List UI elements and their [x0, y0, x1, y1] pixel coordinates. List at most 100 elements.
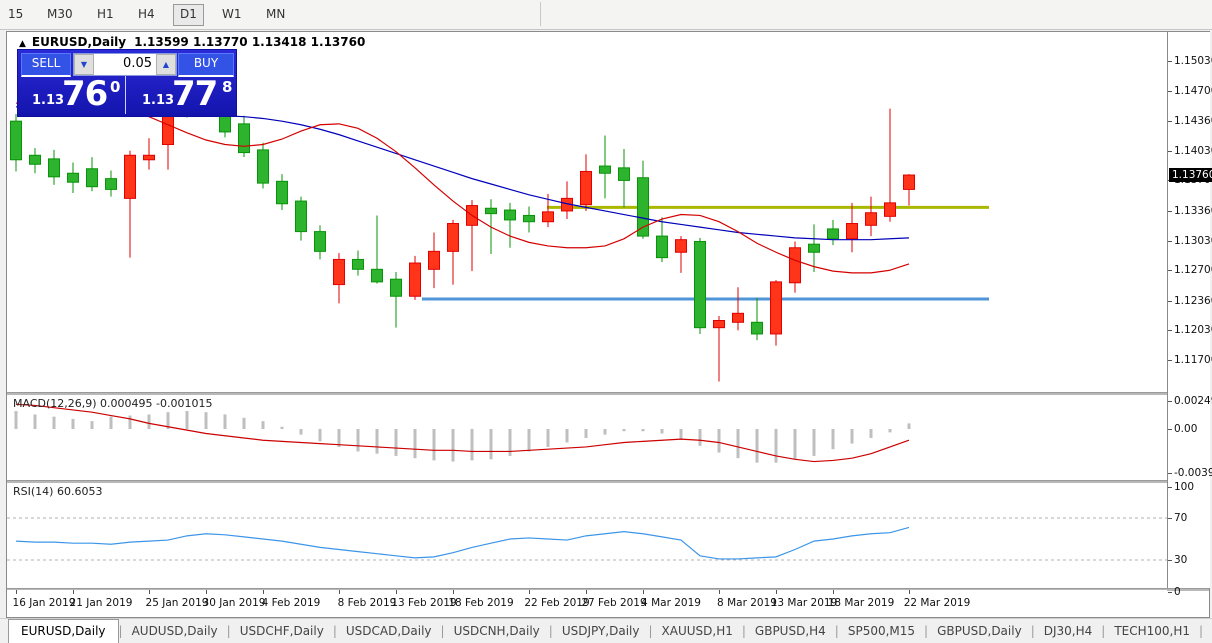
time-axis-tick	[586, 590, 587, 594]
candle-body	[447, 223, 459, 252]
volume-spinner: ▼ 0.05 ▲	[73, 53, 177, 76]
time-axis-tick	[833, 590, 834, 594]
price-axis-label: 1.14030	[1174, 145, 1212, 157]
timeframe-w1[interactable]: W1	[222, 7, 242, 21]
tab-separator: |	[548, 624, 553, 638]
timeframe-d1[interactable]: D1	[173, 4, 204, 26]
timeframe-toolbar: 15 M30 H1 H4 D1 W1 MN	[0, 0, 1212, 30]
sell-button[interactable]: SELL	[21, 53, 71, 77]
sell-price-digits: 76	[62, 74, 108, 114]
macd-pane[interactable]: MACD(12,26,9) 0.000495 -0.001015	[7, 394, 1167, 480]
candle-body	[257, 149, 269, 184]
time-axis-label: 13 Feb 2019	[391, 597, 457, 609]
candle-body	[276, 180, 288, 205]
price-axis-label: 1.12030	[1174, 324, 1212, 336]
tab-separator: |	[741, 624, 746, 638]
candle-body	[884, 202, 896, 217]
timeframe-h1[interactable]: H1	[97, 7, 114, 21]
buy-button[interactable]: BUY	[178, 53, 234, 77]
tab-separator: |	[834, 624, 839, 638]
candle-body	[352, 258, 364, 270]
time-axis-tick	[73, 590, 74, 594]
sell-price-prefix: 1.13	[32, 93, 65, 108]
candle-body	[770, 281, 782, 335]
candle-body	[694, 240, 706, 329]
candle-body	[29, 154, 41, 165]
pane-separator[interactable]	[7, 392, 1209, 395]
timeframe-m30[interactable]: M30	[47, 7, 73, 21]
chart-title: ▲ EURUSD,Daily 1.13599 1.13770 1.13418 1.1…	[19, 35, 365, 49]
price-axis[interactable]: 1.150301.147001.143601.140301.137001.133…	[1167, 32, 1212, 598]
timeframe-15[interactable]: 15	[8, 7, 24, 21]
rsi-label: RSI(14) 60.6053	[13, 485, 103, 498]
tab-eurusd-daily[interactable]: EURUSD,Daily	[8, 619, 119, 643]
ohlc-high: 1.13770	[192, 35, 248, 49]
candle-body	[675, 239, 687, 253]
panel-collapse-icon[interactable]: ▲	[19, 39, 26, 49]
price-pane[interactable]: ▲ EURUSD,Daily 1.13599 1.13770 1.13418 1.1…	[7, 32, 1167, 392]
sell-price[interactable]: 1.13 76 0	[18, 74, 126, 114]
candle-body	[656, 235, 668, 259]
axis-tick	[1168, 61, 1172, 62]
volume-decrease-icon[interactable]: ▼	[74, 54, 94, 75]
timeframe-h4[interactable]: H4	[138, 7, 155, 21]
candle-body	[580, 170, 592, 206]
tab-tech100-h1[interactable]: TECH100,H1	[1114, 624, 1191, 638]
buy-price-digits: 77	[172, 74, 218, 114]
tab-usdcad-daily[interactable]: USDCAD,Daily	[345, 624, 432, 638]
tab-separator: |	[924, 624, 929, 638]
axis-tick	[1168, 560, 1172, 561]
macd-label: MACD(12,26,9) 0.000495 -0.001015	[13, 397, 213, 410]
tab-gbpusd-daily[interactable]: GBPUSD,Daily	[937, 624, 1022, 638]
tab-u[interactable]: U	[1203, 621, 1212, 641]
candle-body	[409, 262, 421, 297]
rsi-axis-label: 0	[1174, 586, 1181, 598]
tab-usdcnh-daily[interactable]: USDCNH,Daily	[453, 624, 540, 638]
rsi-value: 60.6053	[56, 485, 103, 498]
tab-gbpusd-h4[interactable]: GBPUSD,H4	[754, 624, 826, 638]
time-axis-label: 4 Mar 2019	[641, 597, 701, 609]
tab-dj30-h4[interactable]: DJ30,H4	[1043, 624, 1093, 638]
tab-audusd-daily[interactable]: AUDUSD,Daily	[131, 624, 218, 638]
rsi-chart	[7, 517, 1167, 561]
tab-usdjpy-daily[interactable]: USDJPY,Daily	[561, 624, 640, 638]
current-price-tag: 1.13760	[1169, 168, 1212, 182]
tab-separator: |	[332, 624, 337, 638]
axis-tick	[1168, 270, 1172, 271]
buy-price[interactable]: 1.13 77 8	[126, 74, 236, 114]
rsi-pane[interactable]: RSI(14) 60.6053	[7, 482, 1167, 588]
candle-body	[485, 207, 497, 215]
tab-usdchf-daily[interactable]: USDCHF,Daily	[239, 624, 324, 638]
time-axis-label: 8 Feb 2019	[337, 597, 397, 609]
candle-body	[428, 250, 440, 270]
tab-separator: |	[1101, 624, 1106, 638]
time-axis-tick	[339, 590, 340, 594]
tab-sp500-m15[interactable]: SP500,M15	[847, 624, 916, 638]
time-axis-tick	[149, 590, 150, 594]
pane-separator[interactable]	[7, 480, 1209, 483]
candle-body	[124, 154, 136, 199]
price-axis-label: 1.13360	[1174, 205, 1212, 217]
candle-body	[390, 278, 402, 297]
axis-tick	[1168, 241, 1172, 242]
price-axis-label: 1.13030	[1174, 235, 1212, 247]
time-axis[interactable]: 16 Jan 2019 21 Jan 2019 25 Jan 2019 30 Jan …	[7, 590, 1167, 616]
tab-separator: |	[440, 624, 445, 638]
candle-body	[732, 312, 744, 323]
time-axis-label: 8 Mar 2019	[717, 597, 777, 609]
sell-price-pipette: 0	[110, 78, 121, 96]
buy-price-pipette: 8	[222, 78, 233, 96]
one-click-trading-panel: SELL ▼ 0.05 ▲ BUY 1.13 76 0 1.13 77 8	[17, 49, 237, 117]
timeframe-mn[interactable]: MN	[266, 7, 286, 21]
ohlc-close: 1.13760	[310, 35, 366, 49]
time-axis-label: 4 Feb 2019	[261, 597, 321, 609]
volume-input[interactable]: 0.05	[123, 56, 152, 71]
price-axis-label: 1.14700	[1174, 85, 1212, 97]
rsi-line	[15, 526, 910, 560]
tab-xauusd-h1[interactable]: XAUUSD,H1	[661, 624, 733, 638]
volume-increase-icon[interactable]: ▲	[156, 54, 176, 75]
tab-separator: |	[648, 624, 653, 638]
time-axis-label: 30 Jan 2019	[202, 597, 266, 609]
candle-body	[314, 231, 326, 252]
time-axis-label: 18 Mar 2019	[827, 597, 895, 609]
